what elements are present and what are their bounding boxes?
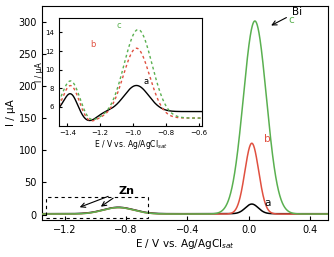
Text: a: a bbox=[264, 198, 271, 208]
Y-axis label: I / μA: I / μA bbox=[6, 99, 16, 126]
Text: Zn: Zn bbox=[119, 186, 135, 196]
Text: b: b bbox=[264, 134, 271, 144]
X-axis label: E / V vs. Ag/AgCl$_{sat}$: E / V vs. Ag/AgCl$_{sat}$ bbox=[135, 237, 235, 251]
Bar bbox=[46, 197, 148, 218]
Text: Bi: Bi bbox=[272, 7, 302, 25]
Text: c: c bbox=[289, 15, 294, 25]
